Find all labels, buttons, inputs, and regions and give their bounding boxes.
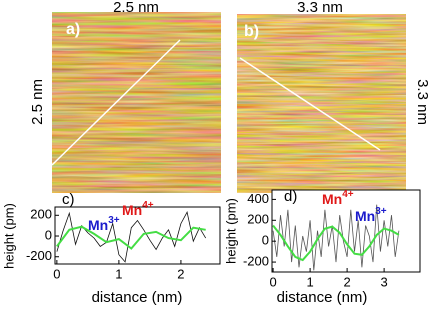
x-tick-label: 1 [115, 266, 122, 281]
profile-line [51, 39, 181, 166]
scale-label: 2.5 nm [113, 0, 159, 16]
profile-line [239, 57, 381, 151]
scale-label: 3.3 nm [414, 79, 431, 125]
data-line [56, 225, 206, 250]
annotation-superscript: 3+ [375, 206, 387, 217]
x-axis-label: distance (nm) [277, 289, 368, 306]
panel-label: a) [66, 21, 80, 38]
y-tick-label: 0 [262, 233, 269, 248]
x-tick-label: 2 [343, 274, 350, 289]
panel-label: c) [62, 191, 75, 208]
scale-label: 2.5 nm [29, 79, 46, 125]
stm-image [52, 12, 221, 193]
annotation-superscript: 4+ [342, 189, 354, 200]
y-axis-label: height (pm) [223, 198, 238, 264]
x-tick-label: 0 [269, 274, 276, 289]
y-tick-label: -200 [26, 248, 52, 263]
y-axis-label: height (pm) [1, 203, 16, 269]
y-tick-label: 0 [45, 227, 52, 242]
x-tick-label: 2 [177, 266, 184, 281]
x-tick-label: 3 [380, 274, 387, 289]
scale-label: 3.3 nm [297, 0, 343, 16]
y-tick-label: 400 [247, 191, 269, 206]
data-line [272, 224, 400, 262]
annotation-superscript: 3+ [108, 215, 120, 226]
x-tick-label: 0 [53, 266, 60, 281]
annotation-text: Mn [322, 191, 342, 207]
annotation-text: Mn [122, 202, 142, 218]
plot-frame [54, 206, 221, 265]
annotation: Mn4+ [322, 189, 354, 207]
y-tick-label: 200 [247, 212, 269, 227]
annotation: Mn3+ [355, 206, 387, 224]
annotation-text: Mn [88, 217, 108, 233]
annotation-text: Mn [355, 208, 375, 224]
y-tick-label: 200 [30, 207, 52, 222]
panel-label: d) [284, 188, 297, 205]
annotation-superscript: 4+ [142, 200, 154, 211]
panel-label: b) [244, 23, 259, 40]
x-axis-label: distance (nm) [92, 289, 183, 306]
stm-image [237, 14, 406, 193]
y-tick-label: -200 [243, 254, 269, 269]
data-line [272, 204, 400, 271]
annotation: Mn3+ [88, 215, 120, 233]
x-tick-label: 1 [306, 274, 313, 289]
annotation: Mn4+ [122, 200, 154, 218]
